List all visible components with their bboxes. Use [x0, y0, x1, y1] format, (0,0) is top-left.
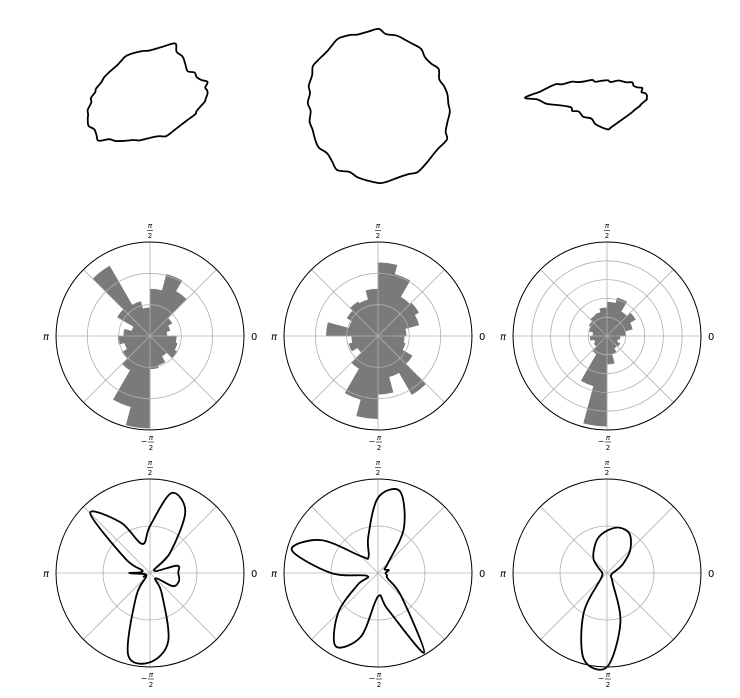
theta-label-0: 0: [708, 569, 714, 580]
theta-label-pi: π: [271, 569, 278, 580]
fraction-minus: −: [141, 437, 148, 446]
fraction-denominator: 2: [377, 681, 381, 689]
fraction-minus: −: [598, 674, 605, 683]
theta-label-neg-pi-over-2: − π 2: [141, 434, 154, 452]
fraction-denominator: 2: [149, 444, 153, 452]
fraction-minus: −: [598, 437, 605, 446]
theta-label-pi: π: [43, 569, 50, 580]
theta-label-neg-pi-over-2: − π 2: [598, 434, 611, 452]
fraction-denominator: 2: [606, 444, 610, 452]
theta-label-pi-over-2: π2: [604, 459, 610, 477]
fraction-numerator: π: [376, 459, 381, 467]
theta-label-pi: π: [271, 332, 278, 343]
spoke-line: [541, 270, 607, 336]
theta-label-pi: π: [500, 569, 507, 580]
fraction-numerator: π: [148, 459, 153, 467]
fraction-numerator: π: [148, 222, 153, 230]
fraction-denominator: 2: [149, 681, 153, 689]
shape-outline-path: [308, 29, 450, 183]
theta-label-neg-pi-over-2: − π 2: [369, 434, 382, 452]
fraction-denominator: 2: [148, 232, 152, 240]
density-curve: [90, 493, 185, 664]
shape-outline-path: [88, 43, 208, 141]
theta-label-0: 0: [708, 332, 714, 343]
fraction-denominator: 2: [376, 469, 380, 477]
fraction-denominator: 2: [148, 469, 152, 477]
fraction-numerator: π: [377, 671, 382, 679]
theta-label-pi: π: [43, 332, 50, 343]
theta-label-0: 0: [479, 569, 485, 580]
fraction-numerator: π: [377, 434, 382, 442]
theta-label-0: 0: [251, 332, 257, 343]
theta-label-pi-over-2: π2: [375, 459, 381, 477]
fraction-denominator: 2: [606, 681, 610, 689]
fraction-numerator: π: [605, 459, 610, 467]
fraction-numerator: π: [605, 222, 610, 230]
fraction-numerator: π: [606, 671, 611, 679]
fraction-denominator: 2: [605, 232, 609, 240]
fraction-minus: −: [369, 437, 376, 446]
theta-label-pi-over-2: π2: [375, 222, 381, 240]
fraction-numerator: π: [606, 434, 611, 442]
fraction-numerator: π: [149, 434, 154, 442]
fraction-numerator: π: [376, 222, 381, 230]
fraction-minus: −: [369, 674, 376, 683]
theta-label-neg-pi-over-2: − π 2: [598, 671, 611, 689]
fraction-denominator: 2: [376, 232, 380, 240]
theta-label-neg-pi-over-2: − π 2: [369, 671, 382, 689]
shape-outline-3: [525, 80, 647, 129]
theta-label-pi-over-2: π2: [147, 222, 153, 240]
spoke-line: [150, 336, 216, 402]
theta-label-pi-over-2: π2: [147, 459, 153, 477]
spoke-line: [607, 336, 673, 402]
theta-label-0: 0: [251, 569, 257, 580]
shape-outline-1: [88, 43, 208, 141]
theta-label-pi-over-2: π2: [604, 222, 610, 240]
theta-label-pi: π: [500, 332, 507, 343]
theta-label-neg-pi-over-2: − π 2: [141, 671, 154, 689]
density-curve: [581, 528, 631, 670]
fraction-numerator: π: [149, 671, 154, 679]
rose-bars: [326, 263, 426, 419]
shape-outline-2: [308, 29, 450, 183]
fraction-denominator: 2: [605, 469, 609, 477]
fraction-denominator: 2: [377, 444, 381, 452]
theta-label-0: 0: [479, 332, 485, 343]
fraction-minus: −: [141, 674, 148, 683]
density-curve: [292, 489, 425, 653]
rose-bar: [93, 266, 150, 336]
shape-outline-path: [525, 80, 647, 129]
